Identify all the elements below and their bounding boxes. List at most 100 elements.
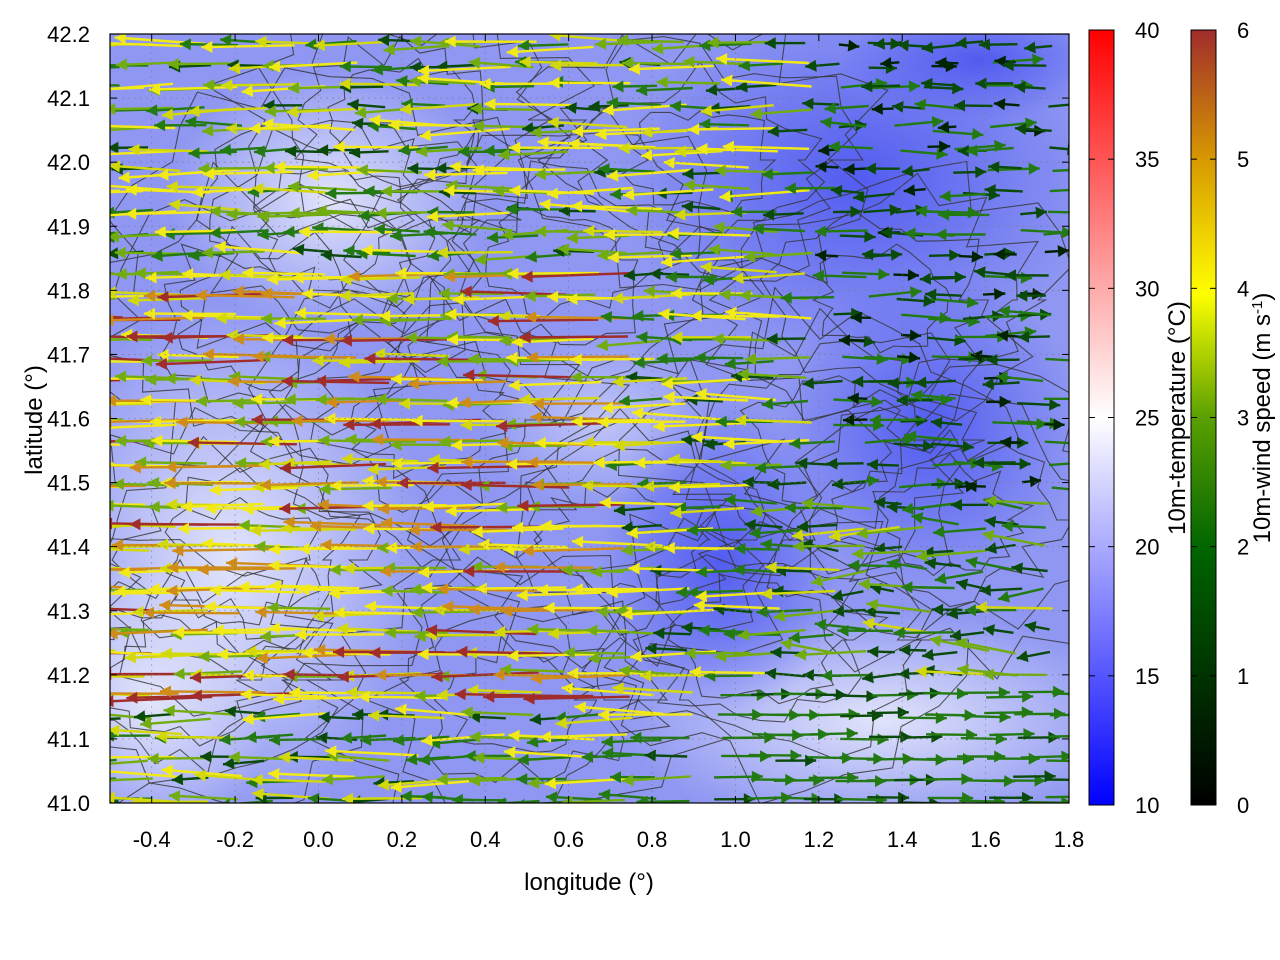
wind-vector-head (472, 120, 484, 133)
wind-vector-shaft (571, 418, 655, 423)
wind-vector-shaft (377, 778, 450, 787)
wind-vector-head (91, 775, 102, 787)
wind-vector-head (656, 352, 668, 365)
wind-vector-head (812, 269, 824, 282)
wind-vector-head (110, 724, 120, 737)
wind-vector-head (396, 75, 408, 88)
y-tick-label: 41.4 (47, 535, 90, 560)
wind-vector-head (550, 59, 562, 72)
wind-vector-head (424, 168, 436, 181)
wind-vector-head (155, 357, 168, 370)
wind-vector-head (735, 414, 747, 427)
wind-vector-shaft (197, 567, 297, 571)
wind-vector-head (339, 77, 351, 90)
wind-vector-head (147, 752, 159, 765)
wind-vector-head (203, 79, 215, 91)
grid (110, 34, 1069, 803)
wind-vector-head (681, 621, 693, 634)
wind-vector-shaft (368, 714, 445, 720)
wind-vector-head (72, 62, 83, 74)
wind-vector-head (472, 164, 484, 177)
wind-vector-head (154, 119, 166, 132)
wind-vector-head (252, 788, 264, 800)
wind-vector-head (1054, 707, 1066, 720)
wind-vector-shaft (1049, 713, 1069, 717)
wind-vector-head (982, 668, 994, 681)
wind-vector-head (765, 561, 777, 574)
wind-vector-head (653, 627, 665, 640)
wind-vector-head (999, 395, 1011, 408)
wind-vector-head (893, 626, 905, 639)
contour-line (759, 209, 990, 398)
wind-vector-shaft (653, 422, 744, 428)
wind-vector-head (269, 60, 281, 73)
wind-vector-shaft (364, 357, 474, 361)
wind-vector-shaft (110, 316, 152, 321)
wind-vector-shaft (548, 81, 631, 85)
wind-vector-head (165, 461, 177, 473)
wind-vector-head (595, 128, 607, 141)
wind-vector-head (517, 798, 525, 803)
wind-vector-head (110, 141, 119, 154)
wind-vector-head (478, 538, 490, 551)
wind-vector-head (929, 635, 942, 647)
wind-vector-head (537, 136, 549, 149)
wind-vector-head (259, 478, 271, 491)
wind-vector-head (298, 225, 310, 238)
wind-vector-head (705, 84, 718, 96)
wind-vector-shaft (460, 290, 567, 296)
wind-vector-head (866, 458, 879, 471)
wind-vector-head (343, 418, 355, 431)
wind-vector-head (202, 348, 214, 361)
wind-vector-head (375, 476, 387, 488)
wind-vector-head (340, 334, 352, 347)
wind-vector-head (1002, 59, 1014, 72)
wind-vector-shaft (287, 185, 357, 192)
wind-vector-shaft (294, 311, 388, 317)
wind-vector-head (923, 295, 935, 307)
wind-vector-head (342, 792, 354, 803)
wind-vector-shaft (110, 272, 115, 275)
wind-vector-shaft (499, 337, 568, 343)
wind-vector-head (996, 371, 1008, 384)
wind-vector-head (904, 227, 916, 240)
wind-vector-head (761, 397, 774, 410)
wind-vector-head (668, 453, 680, 466)
wind-vector-head (684, 647, 696, 660)
wind-vector-shaft (725, 310, 812, 320)
wind-vector-head (908, 80, 921, 93)
wind-vector-head (146, 104, 158, 117)
wind-vector-head (524, 290, 536, 303)
wind-vector-head (602, 104, 614, 116)
wind-vector-head (713, 221, 725, 234)
wind-vector-shaft (735, 418, 812, 424)
wind-vector-head (110, 791, 115, 803)
wind-vector-head (815, 225, 827, 238)
wind-vector-head (874, 542, 886, 555)
wind-vector-shaft (110, 108, 152, 112)
wind-vector-head (922, 648, 934, 661)
wind-vector-head (176, 416, 188, 429)
wind-vector-head (767, 478, 779, 491)
wind-vector-head (288, 206, 300, 219)
wind-vector-head (582, 436, 594, 449)
wind-vector-head (1028, 162, 1040, 175)
wind-vector-shaft (166, 185, 243, 190)
wind-vector-head (978, 38, 990, 51)
wind-vector-shaft (221, 83, 301, 87)
wind-vector-head (46, 314, 57, 326)
wind-vector-head (1061, 796, 1069, 803)
wind-vector-head (314, 643, 326, 656)
wind-vector-shaft (540, 524, 633, 528)
wind-vector-head (262, 59, 274, 72)
contour-line (872, 452, 1035, 577)
wind-vector-head (949, 249, 961, 262)
wind-vector-head (195, 289, 207, 302)
colorbar-tick-label: 15 (1135, 664, 1159, 689)
wind-vector-head (878, 268, 890, 281)
x-tick-label: 1.0 (720, 827, 751, 852)
wind-vector-head (463, 369, 475, 382)
wind-vector-head (163, 704, 175, 717)
wind-vector-head (325, 745, 337, 758)
wind-vector-head (700, 261, 712, 274)
